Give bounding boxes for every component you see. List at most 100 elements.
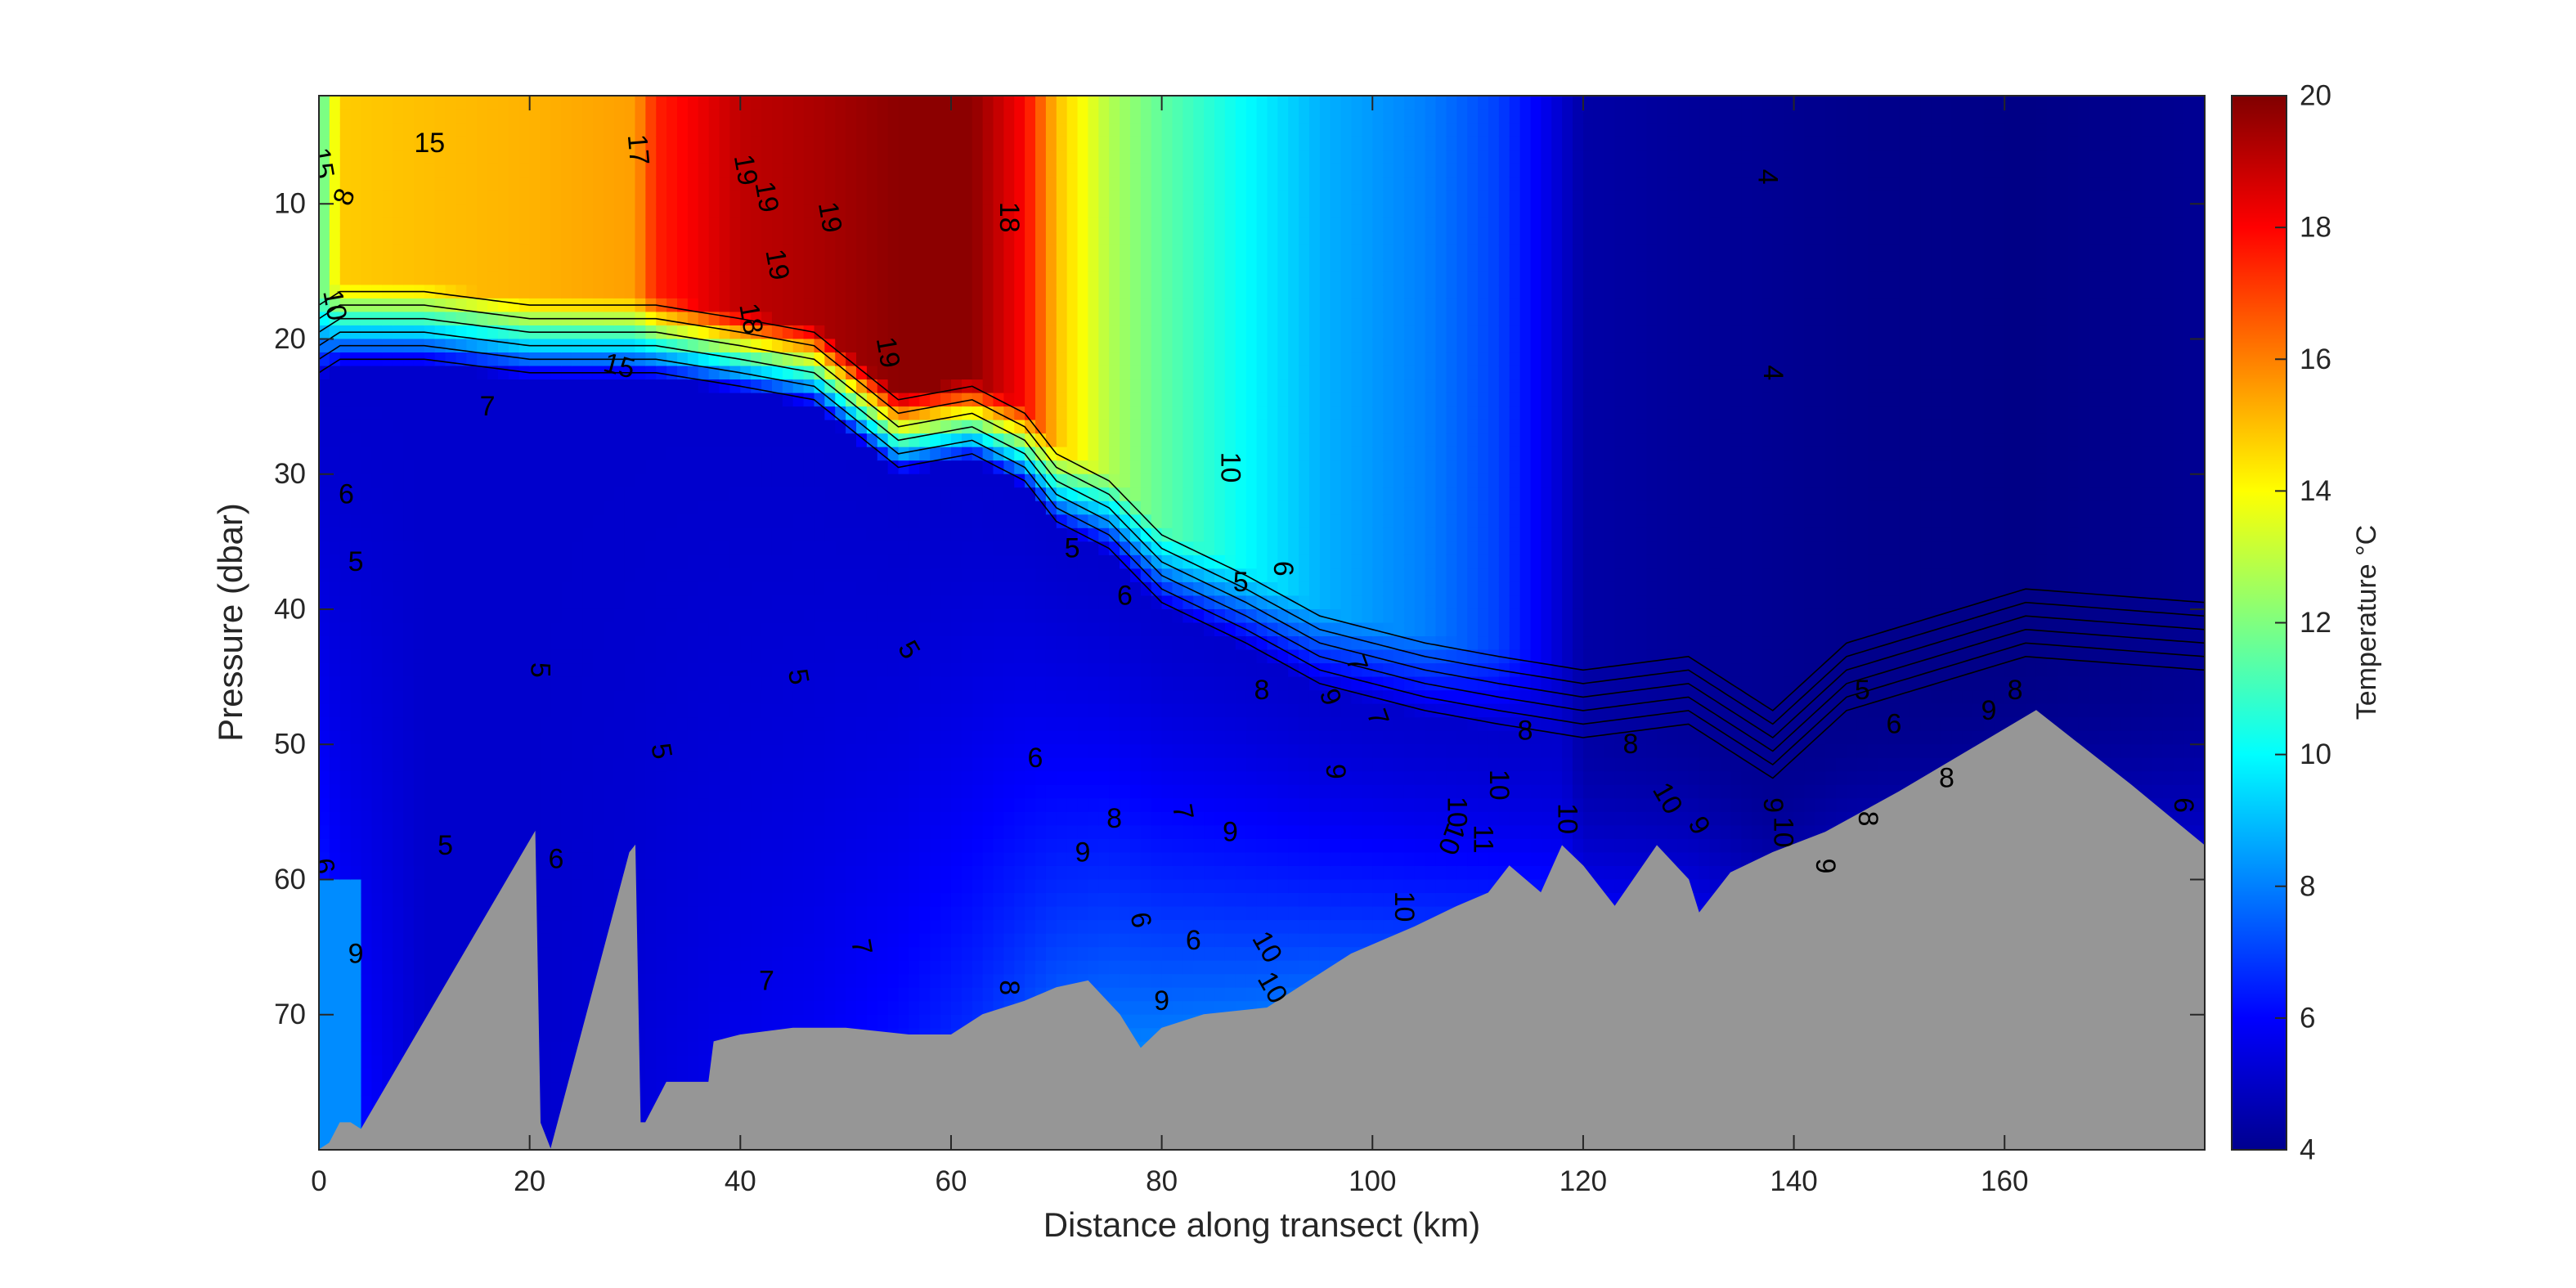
heatmap-cell xyxy=(666,447,678,461)
heatmap-cell xyxy=(740,730,752,746)
heatmap-cell xyxy=(635,757,647,773)
heatmap-cell xyxy=(582,271,594,286)
heatmap-cell xyxy=(835,1014,846,1030)
heatmap-cell xyxy=(518,420,531,434)
heatmap-cell xyxy=(846,879,857,894)
heatmap-cell xyxy=(782,109,794,123)
heatmap-cell xyxy=(382,433,393,448)
heatmap-cell xyxy=(656,460,667,475)
heatmap-cell xyxy=(751,1001,762,1016)
heatmap-cell xyxy=(361,366,373,380)
heatmap-cell xyxy=(592,527,604,543)
heatmap-cell xyxy=(740,190,752,205)
heatmap-cell xyxy=(529,406,541,421)
heatmap-cell xyxy=(456,258,468,272)
heatmap-cell xyxy=(940,460,952,475)
heatmap-cell xyxy=(319,244,330,259)
heatmap-cell xyxy=(898,960,910,975)
heatmap-cell xyxy=(624,825,636,840)
heatmap-cell xyxy=(698,717,710,732)
heatmap-cell xyxy=(656,663,667,678)
heatmap-cell xyxy=(877,541,889,556)
heatmap-cell xyxy=(466,150,478,164)
heatmap-cell xyxy=(961,204,973,218)
heatmap-cell xyxy=(529,622,541,637)
heatmap-cell xyxy=(677,825,689,840)
heatmap-cell xyxy=(982,204,994,218)
heatmap-cell xyxy=(677,838,689,854)
heatmap-cell xyxy=(792,568,805,583)
heatmap-cell xyxy=(898,893,910,908)
heatmap-cell xyxy=(498,690,509,705)
heatmap-cell xyxy=(508,433,520,448)
heatmap-cell xyxy=(529,150,541,164)
heatmap-cell xyxy=(940,744,952,759)
heatmap-cell xyxy=(393,987,404,1003)
heatmap-cell xyxy=(792,771,805,786)
heatmap-cell xyxy=(824,811,837,827)
heatmap-cell xyxy=(339,771,352,786)
heatmap-cell xyxy=(339,473,352,489)
heatmap-cell xyxy=(477,366,488,380)
heatmap-cell xyxy=(561,487,572,502)
heatmap-cell xyxy=(319,933,330,948)
heatmap-cell xyxy=(666,352,678,367)
heatmap-cell xyxy=(424,811,436,827)
heatmap-cell xyxy=(603,420,615,434)
heatmap-cell xyxy=(972,352,984,367)
heatmap-cell xyxy=(592,163,604,177)
heatmap-cell xyxy=(582,487,594,502)
heatmap-cell xyxy=(698,298,710,313)
heatmap-cell xyxy=(635,838,647,854)
heatmap-cell xyxy=(393,717,404,732)
heatmap-cell xyxy=(603,730,615,746)
heatmap-cell xyxy=(592,879,604,894)
heatmap-cell xyxy=(393,420,404,434)
heatmap-cell xyxy=(582,960,594,975)
heatmap-cell xyxy=(550,1001,563,1016)
heatmap-cell xyxy=(477,231,488,245)
heatmap-cell xyxy=(835,920,846,935)
heatmap-cell xyxy=(677,500,689,516)
heatmap-cell xyxy=(645,893,657,908)
heatmap-cell xyxy=(687,285,699,299)
heatmap-cell xyxy=(382,757,393,773)
heatmap-cell xyxy=(729,217,742,232)
heatmap-cell xyxy=(950,204,963,218)
heatmap-cell xyxy=(624,771,636,786)
heatmap-cell xyxy=(393,960,404,975)
heatmap-cell xyxy=(424,231,436,245)
heatmap-cell xyxy=(339,690,352,705)
heatmap-cell xyxy=(635,177,647,191)
heatmap-cell xyxy=(708,730,720,746)
heatmap-cell xyxy=(919,217,931,232)
heatmap-cell xyxy=(518,163,531,177)
heatmap-cell xyxy=(466,649,478,664)
heatmap-cell xyxy=(550,784,563,800)
heatmap-cell xyxy=(635,231,647,245)
heatmap-cell xyxy=(592,285,604,299)
heatmap-cell xyxy=(919,865,931,881)
heatmap-cell xyxy=(856,852,868,867)
heatmap-cell xyxy=(339,204,352,218)
heatmap-cell xyxy=(814,473,826,489)
heatmap-cell xyxy=(666,298,678,313)
heatmap-cell xyxy=(339,123,352,137)
heatmap-cell xyxy=(982,757,994,773)
heatmap-cell xyxy=(919,825,931,840)
heatmap-cell xyxy=(498,608,509,624)
heatmap-cell xyxy=(572,1001,583,1016)
heatmap-cell xyxy=(866,771,878,786)
heatmap-cell xyxy=(518,568,531,583)
heatmap-cell xyxy=(445,366,457,380)
heatmap-cell xyxy=(403,231,415,245)
heatmap-cell xyxy=(361,865,373,881)
heatmap-cell xyxy=(371,879,384,894)
heatmap-cell xyxy=(329,244,341,259)
heatmap-cell xyxy=(371,974,384,989)
heatmap-cell xyxy=(950,987,963,1003)
heatmap-cell xyxy=(751,379,762,394)
heatmap-cell xyxy=(687,150,699,164)
heatmap-cell xyxy=(561,811,572,827)
heatmap-cell xyxy=(877,1014,889,1030)
